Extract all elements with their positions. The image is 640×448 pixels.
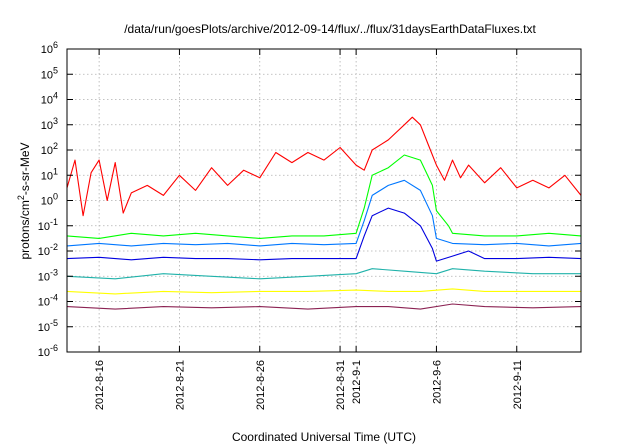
y-tick-exponent: 3 — [53, 116, 58, 126]
y-tick-label: 10-2 — [38, 242, 58, 258]
y-axis-ticks: 10-610-510-410-310-210-11001011021031041… — [38, 40, 581, 359]
x-tick-label: 2012-8-21 — [174, 360, 186, 410]
x-tick-label: 2012-9-1 — [351, 360, 363, 404]
series-line-0 — [66, 303, 582, 310]
y-tick-exponent: 6 — [53, 40, 58, 50]
y-tick-exponent: -4 — [50, 293, 58, 303]
y-tick-label: 10-6 — [38, 343, 58, 359]
series-line-1 — [66, 288, 581, 295]
y-tick-base: 10 — [41, 120, 53, 132]
series-line-4 — [66, 179, 582, 247]
data-series — [66, 116, 582, 310]
x-tick-label: 2012-8-31 — [335, 360, 347, 410]
x-axis-ticks: 2012-8-16 2012-8-21 2012-8-26 2012-8-31 2012… — [94, 49, 524, 410]
y-tick-base: 10 — [41, 69, 53, 81]
y-axis-label-prefix: protons/cm — [18, 200, 32, 259]
y-tick-base: 10 — [41, 44, 53, 56]
series-line-2 — [66, 268, 581, 280]
y-tick-base: 10 — [38, 271, 50, 283]
y-tick-label: 105 — [41, 65, 58, 81]
y-tick-exponent: -3 — [50, 267, 58, 277]
y-tick-base: 10 — [38, 322, 50, 334]
y-tick-exponent: -6 — [50, 343, 58, 353]
y-axis-label-suffix: -s-sr-MeV — [18, 142, 32, 195]
y-tick-base: 10 — [41, 145, 53, 157]
y-tick-label: 10-1 — [38, 217, 58, 233]
x-tick-label: 2012-8-16 — [94, 360, 106, 410]
y-tick-label: 104 — [41, 91, 58, 107]
y-tick-exponent: -5 — [50, 318, 58, 328]
y-tick-base: 10 — [41, 95, 53, 107]
x-tick-label: 2012-9-11 — [512, 360, 524, 409]
y-tick-exponent: 2 — [53, 141, 58, 151]
x-tick-label: 2012-8-26 — [255, 360, 267, 410]
y-axis-label: protons/cm2-s-sr-MeV — [16, 142, 32, 259]
y-tick-exponent: -1 — [50, 217, 58, 227]
x-tick-label: 2012-9-6 — [431, 360, 443, 404]
series-line-5 — [66, 207, 582, 262]
y-tick-exponent: -2 — [50, 242, 58, 252]
y-tick-base: 10 — [41, 170, 53, 182]
y-tick-exponent: 5 — [53, 65, 58, 75]
y-tick-base: 10 — [38, 297, 50, 309]
y-tick-label: 103 — [41, 116, 58, 132]
x-axis-label: Coordinated Universal Time (UTC) — [232, 430, 416, 444]
y-tick-base: 10 — [38, 347, 50, 359]
y-tick-label: 10-4 — [38, 293, 58, 309]
y-tick-label: 10-3 — [38, 267, 58, 283]
series-line-6 — [66, 116, 582, 217]
y-tick-exponent: 4 — [53, 91, 58, 101]
y-tick-label: 101 — [41, 166, 58, 182]
y-tick-label: 102 — [41, 141, 58, 157]
y-tick-label: 10-5 — [38, 318, 58, 334]
y-tick-label: 100 — [41, 192, 58, 208]
grid-lines — [67, 49, 581, 352]
series-line-3 — [66, 154, 582, 239]
y-tick-base: 10 — [41, 196, 53, 208]
y-axis-label-superscript: 2 — [16, 195, 26, 200]
y-tick-exponent: 0 — [53, 192, 58, 202]
y-tick-base: 10 — [38, 221, 50, 233]
chart-title: /data/run/goesPlots/archive/2012-09-14/f… — [124, 22, 536, 36]
y-tick-label: 106 — [41, 40, 58, 56]
y-tick-exponent: 1 — [53, 166, 58, 176]
y-tick-base: 10 — [38, 246, 50, 258]
